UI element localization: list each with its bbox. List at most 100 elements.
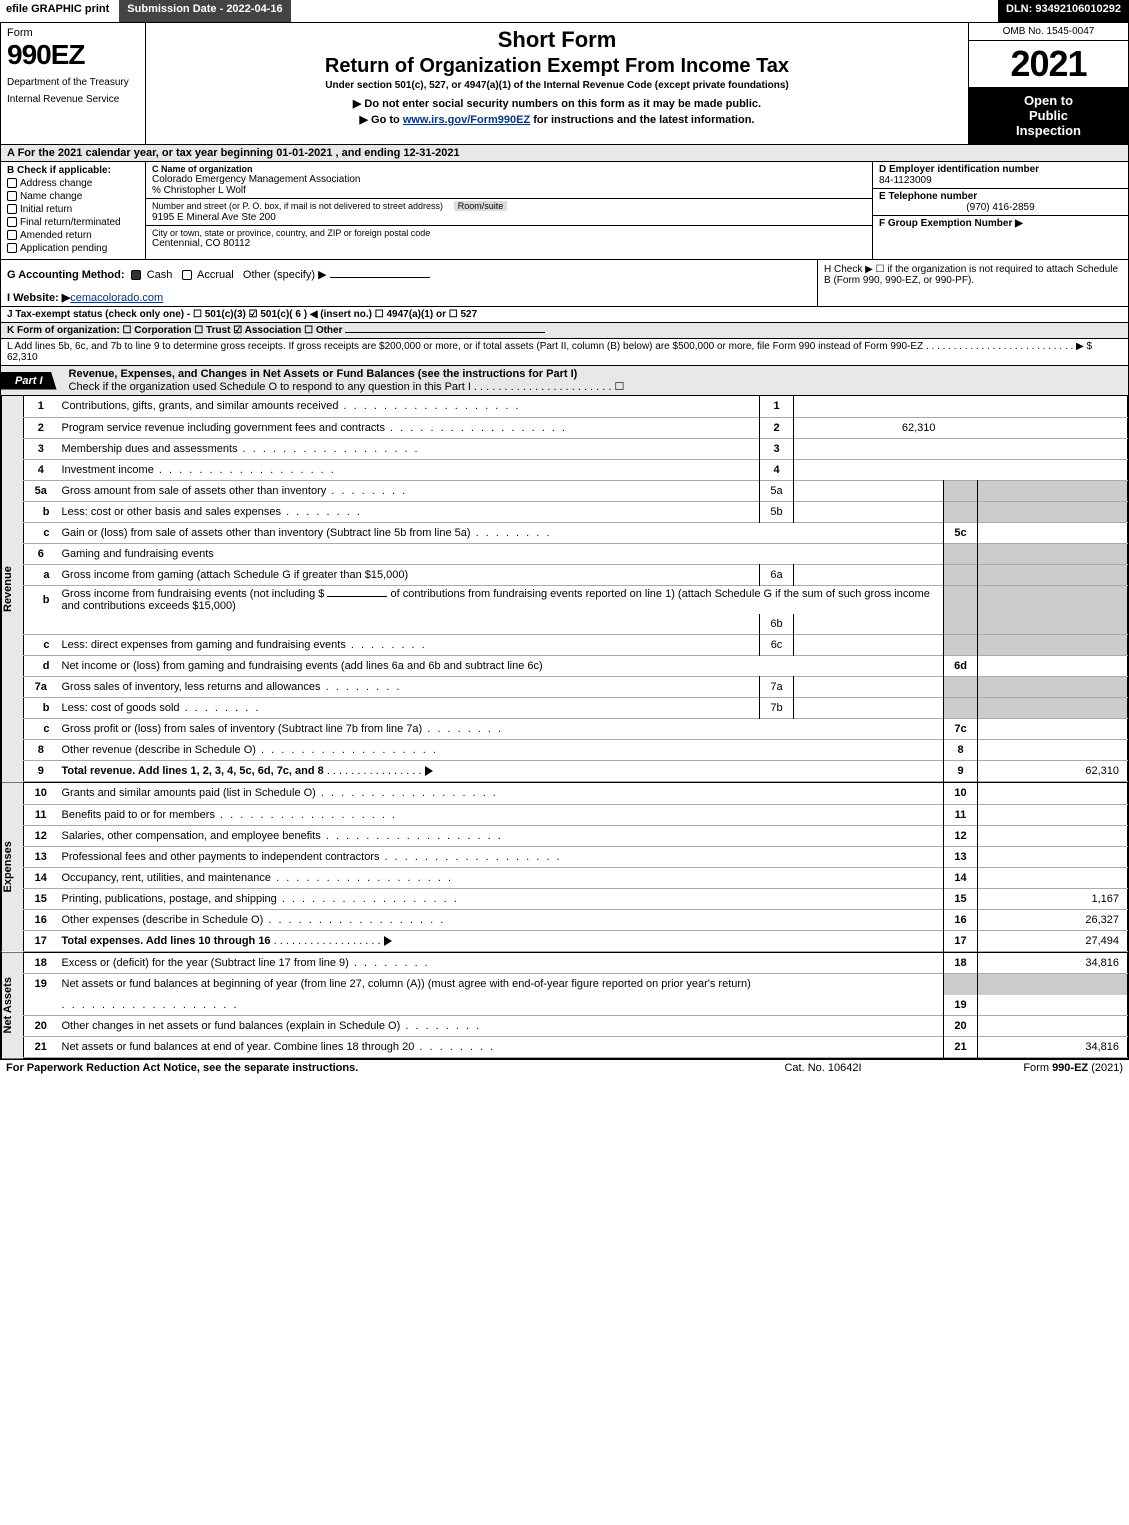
label-address: Number and street (or P. O. box, if mail… (152, 201, 443, 211)
line-1: Contributions, gifts, grants, and simila… (58, 396, 760, 417)
efile-label[interactable]: efile GRAPHIC print (0, 0, 115, 22)
dept-treasury: Department of the Treasury (7, 77, 139, 88)
line-6: Gaming and fundraising events (58, 543, 944, 564)
line-11: Benefits paid to or for members (58, 804, 944, 825)
net-assets-section: Net Assets 18Excess or (deficit) for the… (0, 952, 1129, 1060)
line-5c: Gain or (loss) from sale of assets other… (58, 522, 944, 543)
line-3: Membership dues and assessments (58, 438, 760, 459)
revenue-section: Revenue 1Contributions, gifts, grants, a… (0, 396, 1129, 782)
row-j-tax-exempt: J Tax-exempt status (check only one) - ☐… (0, 307, 1129, 323)
line-12: Salaries, other compensation, and employ… (58, 825, 944, 846)
line-19: Net assets or fund balances at beginning… (58, 974, 944, 995)
line-5b: Less: cost or other basis and sales expe… (58, 501, 760, 522)
sidebar-net-assets: Net Assets (1, 953, 23, 1059)
form-ref: Form 990-EZ (2021) (923, 1062, 1123, 1074)
part-1-header: Part I Revenue, Expenses, and Changes in… (0, 366, 1129, 396)
dln-label: DLN: 93492106010292 (998, 0, 1129, 22)
chk-application-pending[interactable]: Application pending (7, 243, 139, 254)
label-city: City or town, state or province, country… (152, 228, 866, 238)
line-15-value: 1,167 (978, 888, 1128, 909)
ein: 84-1123009 (879, 175, 1122, 186)
line-21-value: 34,816 (978, 1037, 1128, 1058)
line-2: Program service revenue including govern… (58, 417, 760, 438)
line-10: Grants and similar amounts paid (list in… (58, 783, 944, 804)
line-6a: Gross income from gaming (attach Schedul… (58, 564, 760, 585)
arrow-icon (384, 936, 392, 946)
line-9-value: 62,310 (978, 761, 1128, 782)
subtitle-1: Under section 501(c), 527, or 4947(a)(1)… (154, 80, 960, 91)
label-telephone: E Telephone number (879, 191, 977, 202)
row-i-website: I Website: ▶cemacolorado.com (7, 291, 811, 304)
telephone: (970) 416-2859 (879, 202, 1122, 213)
accounting-method: G Accounting Method: Cash Accrual Other … (7, 268, 811, 281)
part-1-title: Revenue, Expenses, and Changes in Net As… (69, 368, 578, 380)
line-18: Excess or (deficit) for the year (Subtra… (58, 953, 944, 974)
part-1-check: Check if the organization used Schedule … (69, 381, 625, 393)
chk-final-return[interactable]: Final return/terminated (7, 217, 139, 228)
line-16: Other expenses (describe in Schedule O) (58, 909, 944, 930)
main-title: Return of Organization Exempt From Incom… (154, 55, 960, 78)
subtitle-3: ▶ Go to www.irs.gov/Form990EZ for instru… (154, 113, 960, 126)
sidebar-revenue: Revenue (1, 396, 23, 782)
line-7a: Gross sales of inventory, less returns a… (58, 677, 760, 698)
line-20: Other changes in net assets or fund bala… (58, 1016, 944, 1037)
chk-amended-return[interactable]: Amended return (7, 230, 139, 241)
tax-year: 2021 (969, 41, 1128, 87)
form-word: Form (7, 27, 139, 39)
expenses-section: Expenses 10Grants and similar amounts pa… (0, 782, 1129, 952)
info-row: B Check if applicable: Address change Na… (0, 162, 1129, 260)
line-8: Other revenue (describe in Schedule O) (58, 740, 944, 761)
care-of: % Christopher L Wolf (152, 185, 866, 196)
col-d-ein-tel: D Employer identification number 84-1123… (873, 162, 1128, 259)
line-21: Net assets or fund balances at end of ye… (58, 1037, 944, 1058)
line-18-value: 34,816 (978, 953, 1128, 974)
chk-initial-return[interactable]: Initial return (7, 204, 139, 215)
line-6b-1: Gross income from fundraising events (no… (58, 585, 944, 614)
col-c-org-info: C Name of organization Colorado Emergenc… (146, 162, 873, 259)
page-footer: For Paperwork Reduction Act Notice, see … (0, 1059, 1129, 1076)
org-name: Colorado Emergency Management Associatio… (152, 174, 866, 185)
row-h-schedule-b: H Check ▶ ☐ if the organization is not r… (818, 260, 1128, 306)
line-5a: Gross amount from sale of assets other t… (58, 480, 760, 501)
catalog-number: Cat. No. 10642I (723, 1062, 923, 1074)
irs-link[interactable]: www.irs.gov/Form990EZ (403, 114, 530, 126)
row-a-tax-year: A For the 2021 calendar year, or tax yea… (0, 145, 1129, 162)
form-header: Form 990EZ Department of the Treasury In… (0, 22, 1129, 145)
chk-address-change[interactable]: Address change (7, 178, 139, 189)
line-13: Professional fees and other payments to … (58, 846, 944, 867)
row-g-h: G Accounting Method: Cash Accrual Other … (0, 260, 1129, 307)
chk-cash[interactable] (131, 270, 141, 280)
line-17: Total expenses. Add lines 10 through 16 … (58, 930, 944, 951)
line-7b: Less: cost of goods sold (58, 698, 760, 719)
line-14: Occupancy, rent, utilities, and maintena… (58, 867, 944, 888)
line-7c: Gross profit or (loss) from sales of inv… (58, 719, 944, 740)
street-address: 9195 E Mineral Ave Ste 200 (152, 212, 866, 223)
row-l-gross-receipts: L Add lines 5b, 6c, and 7b to line 9 to … (0, 339, 1129, 366)
label-ein: D Employer identification number (879, 164, 1039, 175)
col-b-checkboxes: B Check if applicable: Address change Na… (1, 162, 146, 259)
sidebar-expenses: Expenses (1, 783, 23, 952)
row-k-form-org: K Form of organization: ☐ Corporation ☐ … (0, 323, 1129, 339)
label-group-exemption: F Group Exemption Number ▶ (879, 218, 1023, 229)
paperwork-notice: For Paperwork Reduction Act Notice, see … (6, 1062, 723, 1074)
line-15: Printing, publications, postage, and shi… (58, 888, 944, 909)
chk-accrual[interactable] (182, 270, 192, 280)
form-number: 990EZ (7, 39, 139, 71)
label-org-name: C Name of organization (152, 164, 866, 174)
chk-name-change[interactable]: Name change (7, 191, 139, 202)
top-bar: efile GRAPHIC print Submission Date - 20… (0, 0, 1129, 22)
line-17-value: 27,494 (978, 930, 1128, 951)
submission-date: Submission Date - 2022-04-16 (119, 0, 290, 22)
part-1-tab: Part I (1, 372, 57, 390)
line-2-value: 62,310 (794, 417, 944, 438)
room-suite-label: Room/suite (454, 201, 508, 211)
line-6d: Net income or (loss) from gaming and fun… (58, 656, 944, 677)
line-4: Investment income (58, 459, 760, 480)
line-6c: Less: direct expenses from gaming and fu… (58, 635, 760, 656)
open-inspection: Open to Public Inspection (969, 87, 1128, 144)
line-9: Total revenue. Add lines 1, 2, 3, 4, 5c,… (58, 761, 944, 782)
dept-irs: Internal Revenue Service (7, 94, 139, 105)
short-form-title: Short Form (154, 27, 960, 53)
website-link[interactable]: cemacolorado.com (70, 292, 163, 304)
subtitle-2: ▶ Do not enter social security numbers o… (154, 97, 960, 110)
